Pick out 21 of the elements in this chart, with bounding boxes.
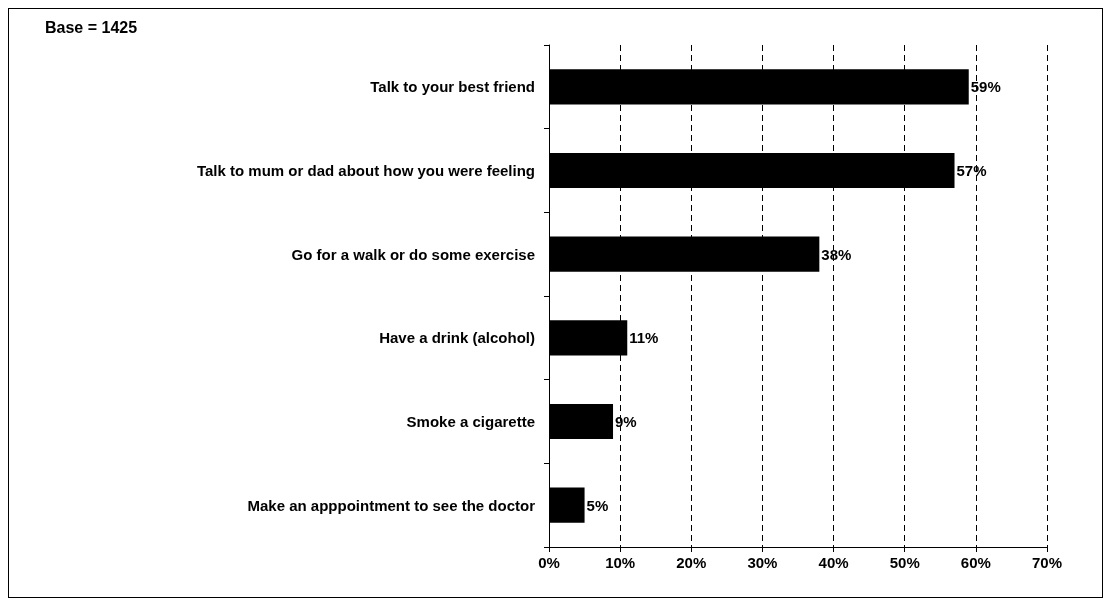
x-tick-label: 30% (747, 554, 778, 571)
x-tick-label: 40% (818, 554, 849, 571)
text: Base = 1425 (45, 18, 138, 36)
data-label: 59% (970, 78, 1001, 96)
y-tick-label: Talk to your best friend (370, 78, 535, 96)
x-tick-label: 50% (889, 554, 920, 571)
x-tick-label: 70% (1031, 554, 1063, 571)
x-tick-label: 20% (676, 554, 707, 571)
x-tick-label: 10% (605, 554, 636, 571)
data-label: 38% (821, 245, 852, 263)
y-tick-label: Make an apppointment to see the doctor (247, 496, 536, 514)
x-tick-label: 60% (960, 554, 991, 571)
data-label: 5% (586, 496, 609, 514)
x-tick-label: 0% (538, 554, 560, 571)
y-tick-label: Have a drink (alcohol) (379, 329, 535, 347)
y-tick-label: Go for a walk or do some exercise (291, 245, 535, 263)
data-label: 11% (629, 329, 659, 347)
y-tick-label: Smoke a cigarette (406, 413, 535, 430)
y-tick-label: Talk to mum or dad about how you were feeling (196, 162, 535, 179)
data-label: 57% (956, 162, 987, 179)
data-label: 9% (615, 413, 637, 430)
